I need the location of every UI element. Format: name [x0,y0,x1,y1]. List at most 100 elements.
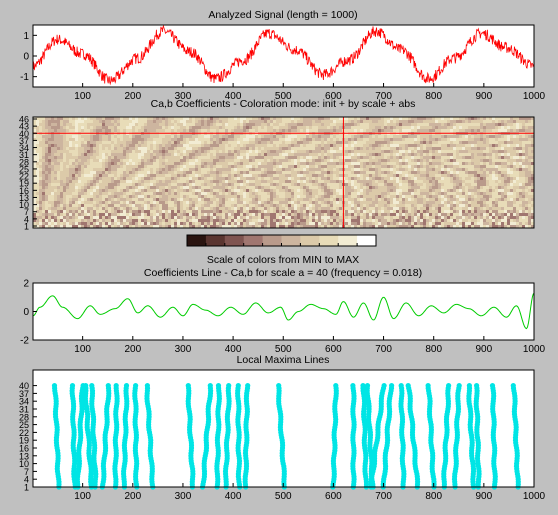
heatmap-cell [36,189,40,193]
heatmap-cell [369,177,373,181]
heatmap-cell [129,123,133,127]
heatmap-cell [471,144,475,148]
heatmap-cell [504,180,508,184]
heatmap-cell [405,159,409,163]
heatmap-cell [390,183,394,187]
heatmap-cell [456,144,460,148]
heatmap-cell [522,180,526,184]
heatmap-cell [99,141,103,145]
heatmap-cell [324,117,328,121]
heatmap-cell [381,168,385,172]
heatmap-cell [282,183,286,187]
heatmap-cell [477,153,481,157]
heatmap-cell [123,135,127,139]
heatmap-cell [198,144,202,148]
heatmap-cell [318,147,322,151]
heatmap-cell [273,126,277,130]
heatmap-cell [402,117,406,121]
heatmap-cell [87,129,91,133]
heatmap-cell [159,126,163,130]
heatmap-cell [273,138,277,142]
heatmap-cell [429,189,433,193]
heatmap-cell [408,144,412,148]
heatmap-cell [516,153,520,157]
heatmap-cell [423,156,427,160]
heatmap-cell [411,198,415,202]
heatmap-cell [177,177,181,181]
heatmap-cell [333,147,337,151]
heatmap-cell [321,141,325,145]
heatmap-cell [63,174,67,178]
heatmap-cell [180,141,184,145]
heatmap-cell [264,195,268,199]
heatmap-cell [330,165,334,169]
heatmap-cell [252,120,256,124]
heatmap-cell [315,186,319,190]
heatmap-cell [138,177,142,181]
heatmap-cell [420,138,424,142]
heatmap-cell [321,156,325,160]
heatmap-cell [51,129,55,133]
heatmap-cell [498,144,502,148]
heatmap-cell [69,195,73,199]
heatmap-cell [60,123,64,127]
heatmap-cell [45,180,49,184]
heatmap-cell [279,159,283,163]
heatmap-cell [384,180,388,184]
heatmap-cell [162,171,166,175]
heatmap-cell [525,117,529,121]
heatmap-cell [351,183,355,187]
heatmap-cell [507,120,511,124]
heatmap-cell [513,150,517,154]
heatmap-cell [93,120,97,124]
heatmap-cell [486,162,490,166]
heatmap-cell [63,195,67,199]
heatmap-cell [396,189,400,193]
heatmap-cell [168,162,172,166]
heatmap-cell [267,120,271,124]
heatmap-cell [330,144,334,148]
heatmap-cell [387,171,391,175]
heatmap-cell [117,183,121,187]
heatmap-cell [489,186,493,190]
heatmap-cell [237,192,241,196]
heatmap-cell [513,180,517,184]
heatmap-cell [246,204,250,208]
heatmap-cell [36,162,40,166]
heatmap-cell [264,180,268,184]
heatmap-cell [219,189,223,193]
heatmap-cell [270,141,274,145]
heatmap-cell [180,174,184,178]
heatmap-cell [351,147,355,151]
heatmap-cell [51,156,55,160]
heatmap-cell [210,123,214,127]
heatmap-cell [57,117,61,121]
heatmap-cell [402,198,406,202]
heatmap-cell [105,138,109,142]
heatmap-cell [480,189,484,193]
heatmap-cell [279,147,283,151]
heatmap-cell [324,174,328,178]
heatmap-cell [36,204,40,208]
heatmap-cell [120,204,124,208]
heatmap-cell [465,135,469,139]
heatmap-cell [153,177,157,181]
heatmap-cell [525,165,529,169]
heatmap-cell [384,192,388,196]
heatmap-cell [279,171,283,175]
heatmap-cell [513,153,517,157]
heatmap-cell [423,183,427,187]
heatmap-cell [54,183,58,187]
heatmap-cell [72,174,76,178]
heatmap-cell [267,141,271,145]
heatmap-cell [477,156,481,160]
heatmap-cell [99,138,103,142]
heatmap-cell [378,174,382,178]
heatmap-cell [297,156,301,160]
heatmap-cell [108,144,112,148]
heatmap-cell [33,204,37,208]
heatmap-cell [321,165,325,169]
heatmap-cell [426,117,430,121]
heatmap-cell [426,174,430,178]
